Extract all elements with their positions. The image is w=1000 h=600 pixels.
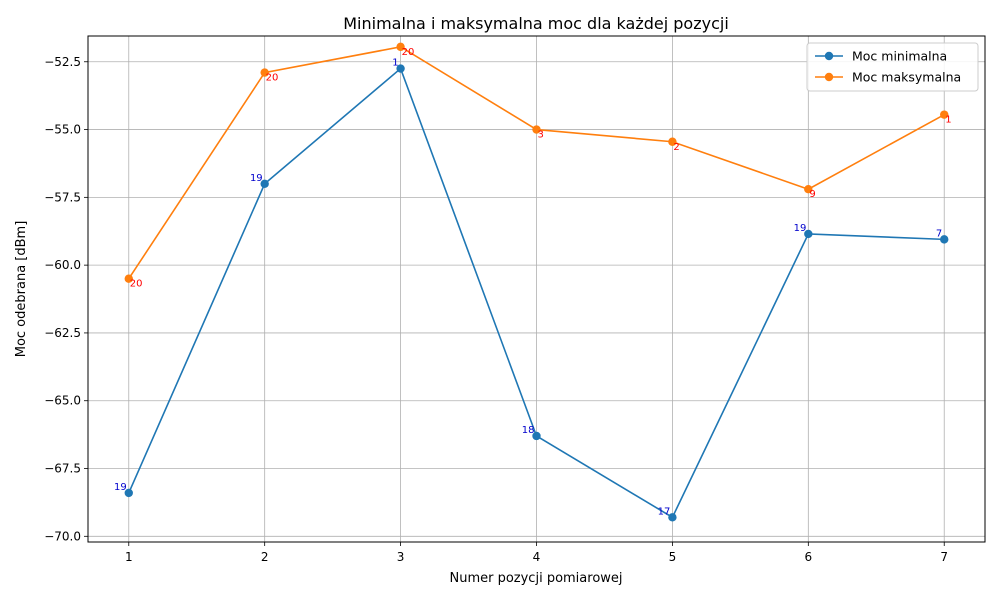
data-label: 19 <box>114 482 127 493</box>
data-point <box>804 229 813 239</box>
data-point <box>668 137 677 146</box>
data-point <box>940 235 949 244</box>
x-tick-label: 2 <box>261 550 269 564</box>
x-axis: 1 2 3 4 5 6 7 <box>125 542 948 564</box>
legend: Moc minimalna Moc maksymalna <box>806 42 979 92</box>
y-tick-label: −52.5 <box>44 55 81 69</box>
series-layer <box>124 42 949 522</box>
y-tick-label: −70.0 <box>44 529 81 543</box>
legend-marker <box>824 72 834 82</box>
y-axis-label: Moc odebrana [dBm] <box>14 221 29 358</box>
data-point <box>940 110 949 119</box>
x-tick-label: 3 <box>397 550 405 564</box>
legend-marker <box>824 51 834 61</box>
y-tick-label: −62.5 <box>44 326 81 340</box>
y-tick-label: −65.0 <box>44 394 81 408</box>
data-label: 19 <box>250 173 263 184</box>
x-tick-label: 1 <box>125 550 133 564</box>
y-tick-label: −55.0 <box>44 123 81 137</box>
data-point <box>668 513 677 522</box>
data-label: 20 <box>402 47 415 58</box>
data-point <box>396 64 405 73</box>
data-label: 20 <box>130 279 143 290</box>
data-label: 3 <box>538 130 544 141</box>
data-point <box>396 42 405 52</box>
y-axis: −70.0 −67.5 −65.0 −62.5 −60.0 −57.5 −55.0 −52.5 <box>44 55 88 543</box>
x-tick-label: 5 <box>669 550 677 564</box>
data-label: 19 <box>794 223 807 234</box>
x-tick-label: 7 <box>940 550 948 564</box>
data-point <box>532 431 541 441</box>
x-axis-label: Numer pozycji pomiarowej <box>449 571 622 586</box>
data-label: 2 <box>673 142 679 153</box>
y-tick-label: −67.5 <box>44 462 81 476</box>
legend-box <box>806 42 979 92</box>
grid <box>88 36 985 542</box>
data-label: 1 <box>392 58 398 69</box>
data-label: 18 <box>522 425 535 436</box>
y-tick-label: −60.0 <box>44 258 81 272</box>
data-point <box>804 185 813 194</box>
data-label: 1 <box>945 115 951 126</box>
data-label: 7 <box>936 228 942 239</box>
data-point <box>260 179 269 188</box>
y-tick-label: −57.5 <box>44 190 81 204</box>
x-tick-label: 6 <box>804 550 812 564</box>
point-labels: 19 19 1 18 17 19 7 20 20 20 3 2 9 1 <box>114 47 952 517</box>
legend-label: Moc maksymalna <box>852 70 961 85</box>
data-point <box>260 68 269 77</box>
plot-frame <box>87 35 986 543</box>
data-point <box>532 125 541 134</box>
data-label: 9 <box>809 189 815 200</box>
legend-label: Moc minimalna <box>852 49 947 64</box>
x-tick-label: 4 <box>533 550 541 564</box>
data-point <box>124 488 133 498</box>
data-label: 20 <box>266 73 279 84</box>
data-point <box>124 274 133 283</box>
chart-title: Minimalna i maksymalna moc dla każdej po… <box>343 14 729 33</box>
data-label: 17 <box>658 506 671 517</box>
